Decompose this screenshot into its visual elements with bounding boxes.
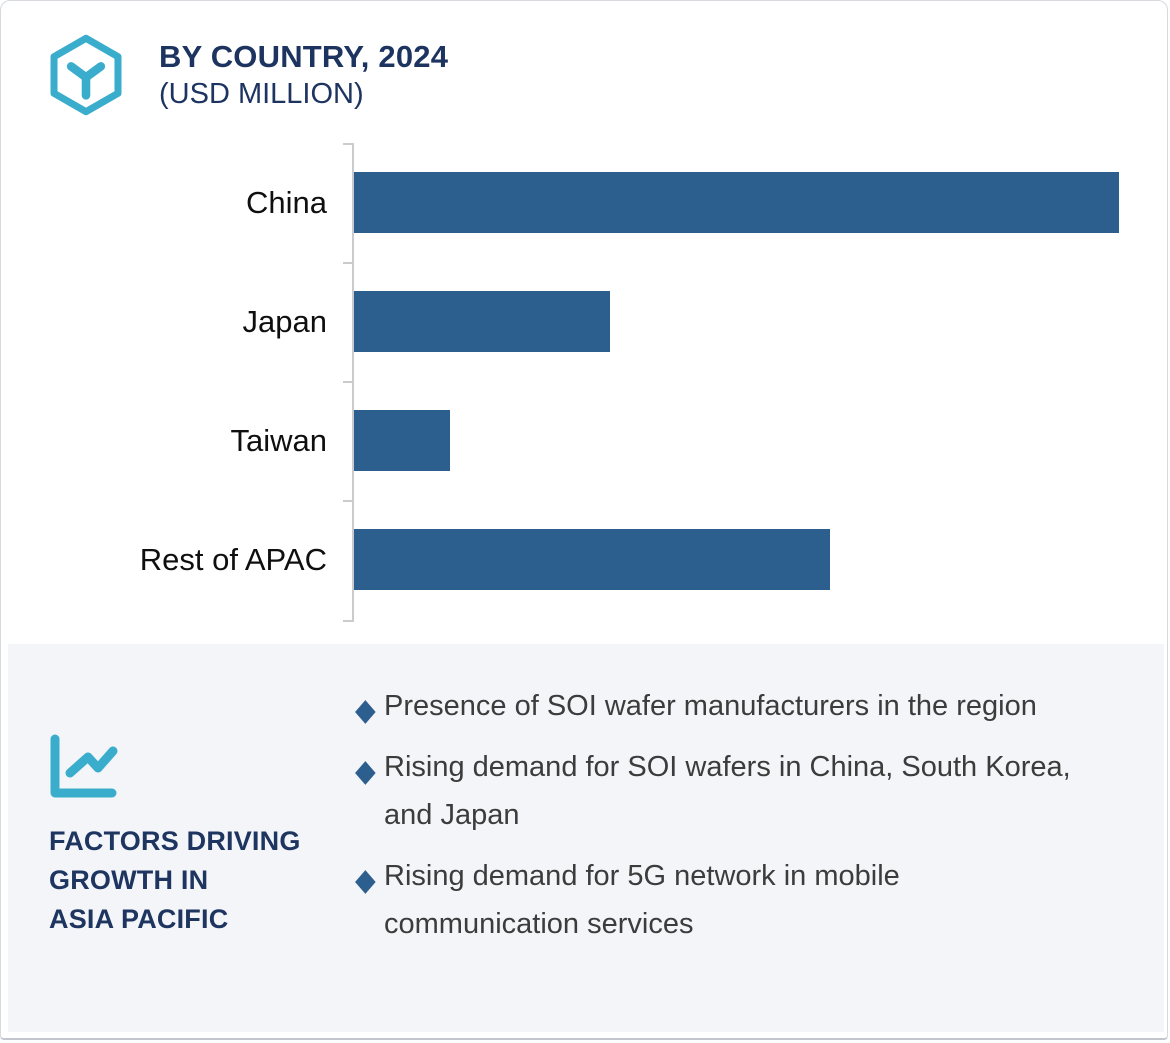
line-chart-icon: [50, 734, 118, 798]
y-axis-line: [352, 143, 354, 622]
axis-tick: [343, 500, 353, 502]
bar-row-japan: Japan: [1, 291, 1167, 352]
factor-text: Rising demand for SOI wafers in China, S…: [384, 751, 1071, 831]
chart-title: BY COUNTRY, 2024: [159, 39, 449, 74]
factors-heading: FACTORS DRIVING GROWTH IN ASIA PACIFIC: [49, 822, 301, 939]
bar-japan: [354, 291, 610, 352]
factors-heading-line1: FACTORS DRIVING: [49, 826, 301, 856]
factors-heading-line2: GROWTH IN: [49, 865, 209, 895]
factors-heading-line3: ASIA PACIFIC: [49, 904, 229, 934]
category-label-china: China: [246, 185, 327, 220]
bar-row-china: China: [1, 172, 1167, 233]
diamond-bullet-icon: ◆: [355, 862, 376, 897]
header: BY COUNTRY, 2024 (USD MILLION): [47, 33, 448, 117]
list-item: ◆ Rising demand for 5G network in mobile…: [355, 852, 1095, 948]
axis-tick: [343, 620, 353, 622]
bar-row-taiwan: Taiwan: [1, 410, 1167, 471]
category-label-rest-of-apac: Rest of APAC: [139, 542, 327, 577]
list-item: ◆ Presence of SOI wafer manufacturers in…: [355, 682, 1095, 730]
factors-list: ◆ Presence of SOI wafer manufacturers in…: [355, 682, 1095, 961]
diamond-bullet-icon: ◆: [355, 753, 376, 788]
bar-taiwan: [354, 410, 450, 471]
factor-text: Rising demand for 5G network in mobile c…: [384, 860, 900, 940]
bar-rest-of-apac: [354, 529, 830, 590]
axis-tick: [343, 262, 353, 264]
hexagon-y-wafer-icon: [50, 34, 122, 116]
axis-tick: [343, 381, 353, 383]
chart-subtitle: (USD MILLION): [159, 78, 364, 110]
chart-title-block: BY COUNTRY, 2024 (USD MILLION): [159, 39, 448, 113]
axis-tick: [343, 143, 353, 145]
list-item: ◆ Rising demand for SOI wafers in China,…: [355, 743, 1095, 839]
category-label-taiwan: Taiwan: [230, 423, 328, 458]
bar-row-rest-of-apac: Rest of APAC: [1, 529, 1167, 590]
category-label-japan: Japan: [242, 304, 327, 339]
bar-chart: China Japan Taiwan Rest of APAC: [1, 1, 1167, 646]
diamond-bullet-icon: ◆: [355, 692, 376, 727]
factors-panel: FACTORS DRIVING GROWTH IN ASIA PACIFIC ◆…: [8, 644, 1164, 1032]
bar-china: [354, 172, 1119, 233]
factor-text: Presence of SOI wafer manufacturers in t…: [384, 690, 1037, 722]
